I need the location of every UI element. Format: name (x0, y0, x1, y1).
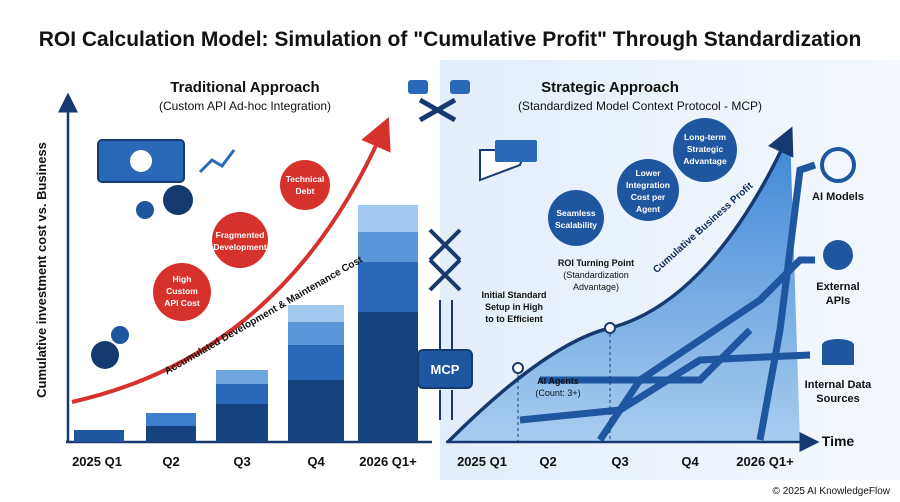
left-subheading: (Custom API Ad-hoc Integration) (159, 99, 331, 113)
line: Scalability (555, 220, 597, 230)
line: Strategic (687, 144, 724, 154)
bar (74, 430, 124, 442)
line: Advantage) (573, 282, 619, 292)
callout-text: High Custom API Cost (164, 274, 200, 308)
line: Cost per (631, 192, 666, 202)
ai-icon (820, 147, 856, 183)
line: Fragmented (216, 230, 265, 240)
initial-setup-note: Initial Standard Setup in High to to Effic… (481, 290, 546, 324)
mcp-box (417, 349, 473, 389)
x-label: 2026 Q1+ (359, 454, 417, 469)
x-label: Q4 (307, 454, 325, 469)
db-icon (822, 345, 854, 365)
line: (Count: 3+) (535, 388, 580, 398)
callout-bubble (617, 159, 679, 221)
pipes (519, 161, 817, 442)
x-label: Q2 (539, 454, 556, 469)
footer: © 2025 AI KnowledgeFlow (773, 486, 891, 497)
title: ROI Calculation Model: Simulation of "Cu… (39, 28, 862, 51)
bar (288, 380, 344, 442)
x-label: Q3 (611, 454, 628, 469)
line: API Cost (164, 298, 200, 308)
callout-text: Long-term Strategic Advantage (683, 132, 727, 166)
bar (288, 305, 344, 322)
x-label: Q2 (162, 454, 179, 469)
line: to to Efficient (485, 314, 543, 324)
line: Sources (816, 393, 859, 405)
callout-bubble (548, 190, 604, 246)
x-label: Q4 (681, 454, 699, 469)
bar (288, 322, 344, 345)
bar (216, 384, 268, 404)
line: Debt (296, 186, 315, 196)
x-label: Q3 (233, 454, 250, 469)
turning-point-note: ROI Turning Point (Standardization Advanta… (558, 258, 634, 292)
bar (288, 345, 344, 380)
bar (216, 404, 268, 442)
line: AI Models (812, 191, 864, 203)
agents-note: AI Agents (Count: 3+) (535, 376, 580, 398)
line: Custom (166, 286, 198, 296)
callout-text: Fragmented Development (213, 230, 267, 252)
api-icon (823, 240, 853, 270)
callout-bubble (280, 160, 330, 210)
cost-curve (71, 117, 391, 404)
line: Setup in High (485, 302, 543, 312)
line: Technical (286, 174, 325, 184)
line: High (173, 274, 192, 284)
left-heading: Traditional Approach (170, 79, 319, 96)
chain-icon (408, 80, 537, 420)
callout-text: Seamless Scalability (555, 208, 597, 230)
right-x-axis-label: Time (822, 433, 855, 449)
resource-label: External APIs (816, 281, 859, 307)
callout-bubble (673, 118, 737, 182)
line: External (816, 281, 859, 293)
callout-bubble (153, 263, 211, 321)
marker-point (512, 362, 524, 374)
callout-text: Lower Integration Cost per Agent (626, 168, 670, 214)
resource-label: Internal Data Sources (805, 379, 873, 405)
mcp-label: MCP (431, 362, 460, 377)
line: Agent (636, 204, 660, 214)
x-label: 2025 Q1 (457, 454, 507, 469)
line: Development (213, 242, 267, 252)
line: Integration (626, 180, 670, 190)
x-label: 2025 Q1 (72, 454, 122, 469)
right-subheading: (Standardized Model Context Protocol - M… (518, 99, 762, 113)
left-callouts (153, 160, 330, 321)
marker-point (604, 322, 616, 334)
bar (358, 312, 418, 442)
line: (Standardization (563, 270, 629, 280)
right-heading: Strategic Approach (541, 79, 679, 96)
line: Internal Data (805, 379, 873, 391)
line: Advantage (683, 156, 727, 166)
line: ROI Turning Point (558, 258, 634, 268)
bar (358, 232, 418, 262)
x-label: 2026 Q1+ (736, 454, 794, 469)
cost-bars (74, 205, 418, 442)
line: Seamless (556, 208, 595, 218)
bar (358, 205, 418, 232)
line: Lower (635, 168, 661, 178)
line: APIs (826, 295, 850, 307)
bar (146, 426, 196, 442)
resource-label: AI Models (812, 191, 864, 203)
line: Initial Standard (481, 290, 546, 300)
bar (216, 370, 268, 384)
callout-text: Technical Debt (286, 174, 325, 196)
callout-bubble (212, 212, 268, 268)
line: Long-term (684, 132, 726, 142)
bar (358, 262, 418, 312)
left-y-axis-label: Cumulative investment cost vs. Business (34, 142, 49, 398)
bar (146, 413, 196, 426)
money-icon (91, 139, 236, 369)
line: AI Agents (537, 376, 579, 386)
